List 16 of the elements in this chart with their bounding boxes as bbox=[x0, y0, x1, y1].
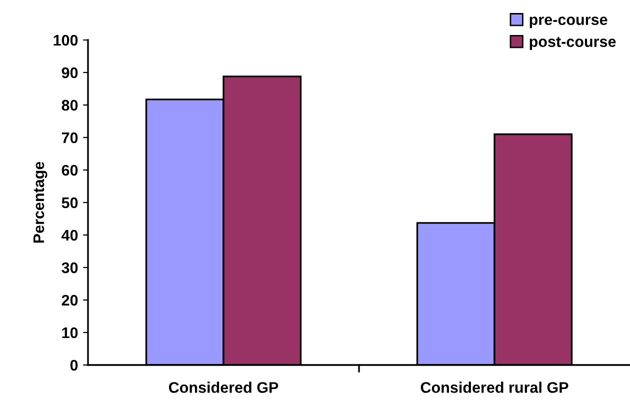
y-tick-label: 100 bbox=[54, 34, 78, 46]
legend-label: pre-course bbox=[530, 16, 608, 28]
x-tick-label: Considered rural GP bbox=[420, 382, 568, 393]
y-tick-label: 10 bbox=[62, 327, 78, 338]
legend-label: post-course bbox=[530, 36, 616, 50]
y-tick-label: 90 bbox=[62, 67, 78, 78]
y-tick-label: 70 bbox=[62, 132, 78, 144]
y-tick-label: 60 bbox=[62, 164, 78, 176]
y-tick-label: 20 bbox=[62, 294, 78, 306]
y-tick-label: 30 bbox=[62, 262, 78, 274]
y-axis-title: Percentage bbox=[33, 162, 48, 243]
x-tick-label: Considered GP bbox=[168, 382, 278, 393]
y-tick-label: 80 bbox=[62, 100, 78, 111]
y-tick-label: 50 bbox=[62, 197, 78, 208]
y-tick-label: 40 bbox=[62, 230, 78, 241]
y-tick-label: 0 bbox=[70, 360, 78, 371]
